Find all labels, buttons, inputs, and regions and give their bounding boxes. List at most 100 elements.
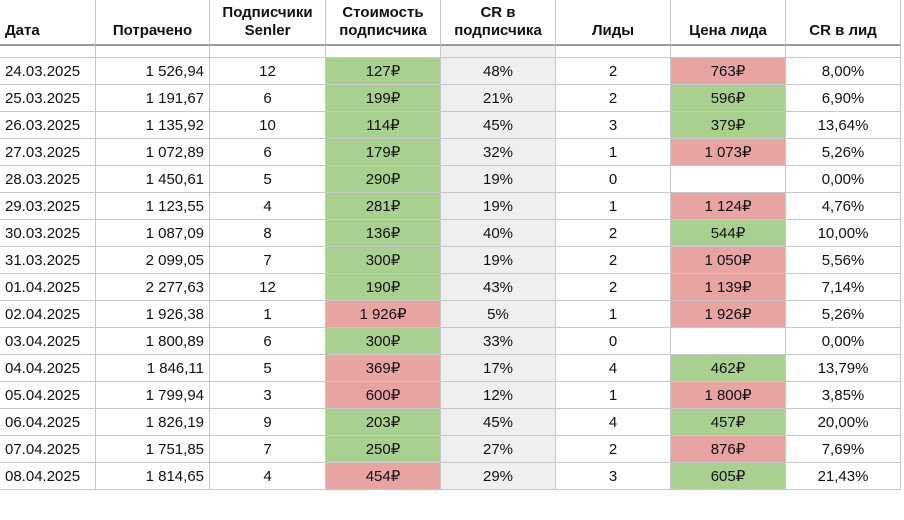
cell: 6 (210, 85, 326, 112)
cell: 1 926₽ (671, 301, 786, 328)
cell: 10 (210, 112, 326, 139)
cell: 136₽ (326, 220, 441, 247)
cell: 30.03.2025 (0, 220, 96, 247)
cell: 12 (210, 274, 326, 301)
cell: 6 (210, 328, 326, 355)
cell: 02.04.2025 (0, 301, 96, 328)
cell: 5 (210, 355, 326, 382)
cell: 45% (441, 409, 556, 436)
cell: 1 800₽ (671, 382, 786, 409)
cell: 369₽ (326, 355, 441, 382)
cell: 7,69% (786, 436, 901, 463)
cell: 300₽ (326, 328, 441, 355)
clipped-cell (556, 46, 671, 58)
cell: 379₽ (671, 112, 786, 139)
cell: 199₽ (326, 85, 441, 112)
cell: 1 (556, 139, 671, 166)
cell: 7,14% (786, 274, 901, 301)
column-header: Лиды (556, 0, 671, 46)
cell: 0 (556, 166, 671, 193)
cell: 0 (556, 328, 671, 355)
cell: 544₽ (671, 220, 786, 247)
cell: 04.04.2025 (0, 355, 96, 382)
cell: 8 (210, 220, 326, 247)
cell: 26.03.2025 (0, 112, 96, 139)
cell: 03.04.2025 (0, 328, 96, 355)
clipped-cell (786, 46, 901, 58)
cell: 8,00% (786, 58, 901, 85)
cell: 281₽ (326, 193, 441, 220)
clipped-cell (0, 46, 96, 58)
cell: 33% (441, 328, 556, 355)
column-header: Дата (0, 0, 96, 46)
column-header: Подписчики Senler (210, 0, 326, 46)
cell: 21,43% (786, 463, 901, 490)
cell: 17% (441, 355, 556, 382)
cell: 1 073₽ (671, 139, 786, 166)
cell: 1 846,11 (96, 355, 210, 382)
cell: 1 (556, 301, 671, 328)
cell: 1 926₽ (326, 301, 441, 328)
cell: 1 826,19 (96, 409, 210, 436)
cell: 19% (441, 193, 556, 220)
cell: 27% (441, 436, 556, 463)
cell: 20,00% (786, 409, 901, 436)
cell: 5% (441, 301, 556, 328)
cell: 06.04.2025 (0, 409, 96, 436)
cell: 5,56% (786, 247, 901, 274)
cell: 290₽ (326, 166, 441, 193)
cell: 43% (441, 274, 556, 301)
cell: 7 (210, 436, 326, 463)
cell: 5,26% (786, 139, 901, 166)
cell: 1 191,67 (96, 85, 210, 112)
column-header: Потрачено (96, 0, 210, 46)
cell: 1 (210, 301, 326, 328)
cell: 1 814,65 (96, 463, 210, 490)
cell: 876₽ (671, 436, 786, 463)
cell: 21% (441, 85, 556, 112)
cell: 1 800,89 (96, 328, 210, 355)
cell: 2 (556, 436, 671, 463)
cell: 1 526,94 (96, 58, 210, 85)
cell: 250₽ (326, 436, 441, 463)
clipped-cell (96, 46, 210, 58)
cell: 48% (441, 58, 556, 85)
clipped-cell (210, 46, 326, 58)
cell: 7 (210, 247, 326, 274)
column-header: Стоимость подписчика (326, 0, 441, 46)
cell: 01.04.2025 (0, 274, 96, 301)
cell: 12% (441, 382, 556, 409)
cell: 114₽ (326, 112, 441, 139)
cell: 28.03.2025 (0, 166, 96, 193)
cell: 29.03.2025 (0, 193, 96, 220)
cell: 1 072,89 (96, 139, 210, 166)
cell: 19% (441, 247, 556, 274)
cell: 3 (210, 382, 326, 409)
cell: 1 087,09 (96, 220, 210, 247)
cell: 4,76% (786, 193, 901, 220)
cell: 4 (556, 355, 671, 382)
column-header: Цена лида (671, 0, 786, 46)
cell: 2 (556, 220, 671, 247)
cell: 07.04.2025 (0, 436, 96, 463)
cell (671, 328, 786, 355)
cell: 462₽ (671, 355, 786, 382)
cell: 1 139₽ (671, 274, 786, 301)
cell: 19% (441, 166, 556, 193)
cell: 3 (556, 463, 671, 490)
cell: 08.04.2025 (0, 463, 96, 490)
cell: 203₽ (326, 409, 441, 436)
cell: 2 (556, 58, 671, 85)
cell: 454₽ (326, 463, 441, 490)
cell: 29% (441, 463, 556, 490)
cell: 2 (556, 274, 671, 301)
cell: 9 (210, 409, 326, 436)
column-header: CR в лид (786, 0, 901, 46)
cell: 605₽ (671, 463, 786, 490)
cell: 3 (556, 112, 671, 139)
cell: 1 926,38 (96, 301, 210, 328)
column-header: CR в подписчика (441, 0, 556, 46)
cell: 2 277,63 (96, 274, 210, 301)
cell: 05.04.2025 (0, 382, 96, 409)
